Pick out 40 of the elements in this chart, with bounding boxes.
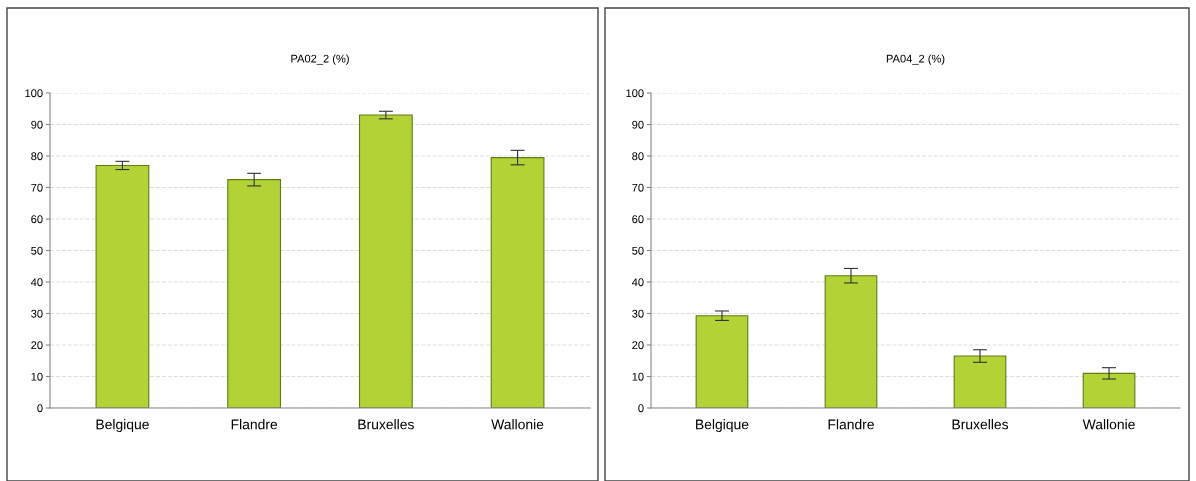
y-tick-label: 100 [25,89,43,98]
y-tick-label: 100 [626,89,644,98]
y-tick-label: 10 [31,372,43,381]
bar [824,275,878,408]
y-tick-label: 40 [30,278,43,287]
x-tick-label: Belgique [96,419,149,433]
y-tick-label: 70 [31,183,43,192]
y-tick-label: 0 [638,404,644,413]
y-tick-label: 50 [31,246,43,255]
y-tick-label: 90 [632,120,644,129]
x-tick-label: Bruxelles [358,419,414,430]
y-tick-label: 60 [31,215,43,224]
x-tick-label: Belgique [696,419,749,433]
bar [490,157,545,408]
bar [1082,372,1136,408]
y-tick-label: 10 [632,372,644,381]
y-tick-label: 20 [632,341,644,350]
bar [358,114,413,408]
y-tick-label: 30 [632,309,644,318]
chart-title: PA02_2 (%) [291,54,349,65]
y-tick-label: 40 [631,278,644,287]
y-tick-label: 70 [632,183,644,192]
x-tick-label: Wallonie [491,419,544,430]
y-tick-label: 90 [31,120,43,129]
x-tick-label: Bruxelles [952,419,1009,430]
x-tick-label: Wallonie [1082,419,1135,430]
y-tick-label: 50 [632,246,644,255]
y-tick-label: 80 [31,152,43,161]
y-tick-label: 30 [31,309,43,318]
bar [953,355,1007,408]
x-tick-label: Flandre [231,419,278,430]
y-tick-label: 0 [37,404,43,413]
bar [695,315,749,408]
y-tick-label: 20 [31,341,43,350]
y-tick-label: 60 [632,215,644,224]
bar [95,164,150,408]
y-tick-label: 80 [632,152,644,161]
x-tick-label: Flandre [828,419,874,430]
chart-title: PA04_2 (%) [886,54,945,65]
bar [227,179,282,408]
